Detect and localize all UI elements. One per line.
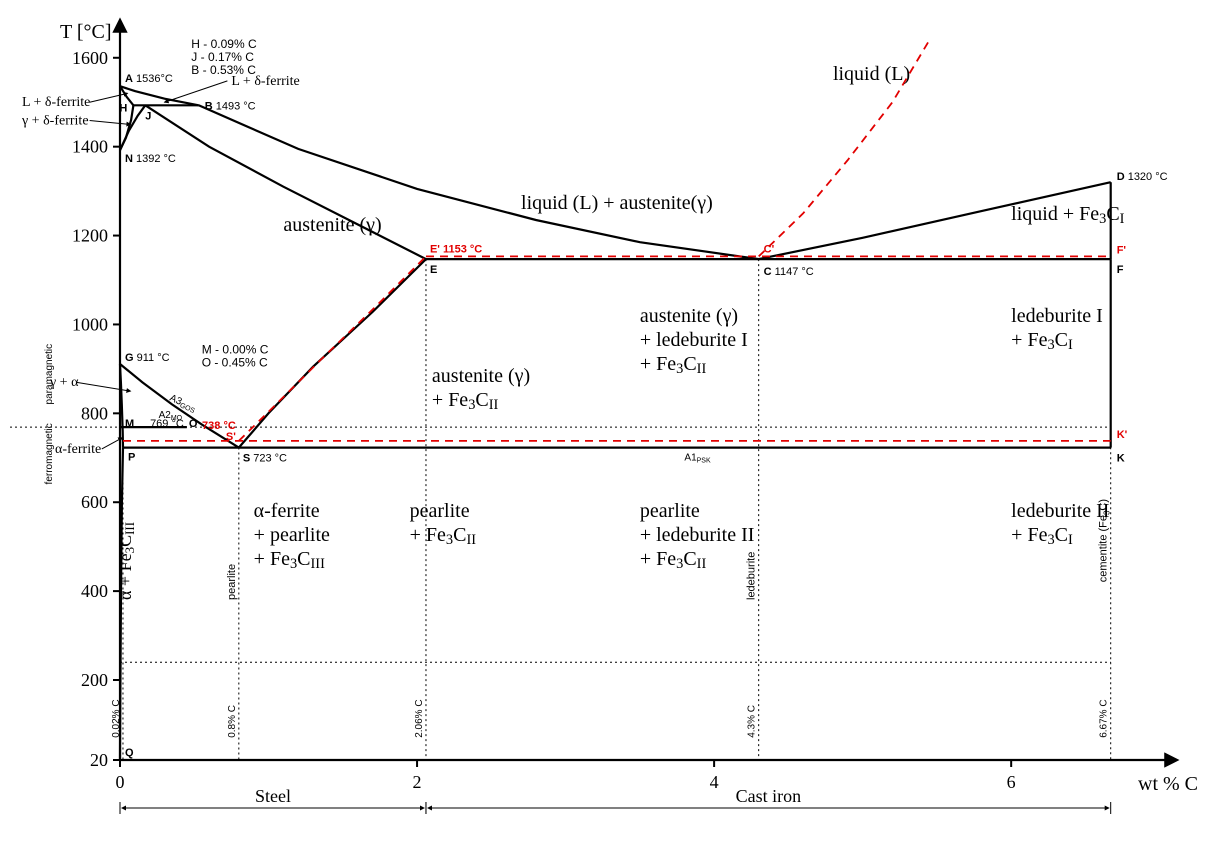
- point-B: B 1493 °C: [205, 100, 256, 112]
- y-tick-label: 1200: [72, 226, 108, 246]
- region-alpha-fe3c3: α + Fe3CIII: [115, 522, 137, 600]
- region-label: + Fe3CII: [432, 389, 499, 413]
- A1-label: A1PSK: [684, 453, 711, 465]
- x-tick-label: 4: [710, 772, 719, 792]
- point-Ep: E' 1153 °C: [430, 243, 482, 255]
- point-G: G 911 °C: [125, 352, 170, 364]
- rotated-label: cementite (Fe3C): [1098, 499, 1112, 582]
- region-label: pearlite: [410, 500, 470, 522]
- region-label: ledeburite I: [1011, 305, 1103, 327]
- point-K: K: [1117, 453, 1125, 465]
- y-axis-label: T [°C]: [60, 21, 112, 43]
- point-S: S 723 °C: [243, 453, 287, 465]
- point-M: M: [125, 418, 134, 430]
- region-label: + ledeburite I: [640, 329, 748, 351]
- point-E: E: [430, 264, 437, 276]
- callout: α-ferrite: [55, 442, 101, 457]
- region-label: pearlite: [640, 500, 700, 522]
- note-hjb: H - 0.09% C: [191, 37, 257, 51]
- region-label: + pearlite: [254, 524, 330, 546]
- region-label: liquid (L): [833, 63, 910, 85]
- svg-text:S': S': [226, 431, 236, 443]
- A2-label: A2MO: [159, 410, 183, 422]
- y-tick-label: 20: [90, 750, 108, 770]
- y-tick-label: 400: [81, 581, 108, 601]
- y-tick-label: 200: [81, 670, 108, 690]
- region-label: + Fe3CII: [640, 548, 707, 572]
- region-label: + Fe3CI: [1011, 524, 1073, 548]
- reference-lines: 0.02% C0.8% C2.06% C4.3% C6.67% Cparamag…: [10, 182, 1111, 760]
- region-label: + Fe3CIII: [254, 548, 325, 572]
- point-J: J: [145, 110, 151, 122]
- point-H: H: [119, 102, 127, 114]
- region-label: liquid (L) + austenite(γ): [521, 192, 713, 214]
- fe-c-phase-diagram: T [°C]wt % C2020040060080010001200140016…: [0, 0, 1212, 844]
- composition-line-label: 2.06% C: [414, 699, 425, 737]
- note-hjb: J - 0.17% C: [191, 50, 254, 64]
- composition-line-label: 0.8% C: [227, 705, 238, 738]
- point-Kp: K': [1117, 429, 1128, 441]
- callout: γ + α: [49, 375, 79, 390]
- y-tick-label: 600: [81, 492, 108, 512]
- composition-line-label: 6.67% C: [1099, 699, 1110, 737]
- note-mo: M - 0.00% C: [202, 342, 269, 356]
- point-Fp: F': [1117, 244, 1127, 256]
- point-C: C 1147 °C: [764, 266, 814, 278]
- composition-line-label: 4.3% C: [747, 705, 758, 738]
- range-label: Steel: [255, 786, 291, 806]
- point-F: F: [1117, 264, 1124, 276]
- phase-boundaries: [120, 86, 1111, 760]
- callout: γ + δ-ferrite: [21, 113, 89, 128]
- point-A: A 1536°C: [125, 73, 173, 85]
- ferromagnetic-label: ferromagnetic: [44, 423, 55, 484]
- svg-text:O: O: [189, 418, 198, 430]
- point-Q: Q: [125, 747, 134, 759]
- x-axis-label: wt % C: [1138, 773, 1198, 795]
- axes: T [°C]wt % C2020040060080010001200140016…: [60, 21, 1198, 795]
- point-N: N 1392 °C: [125, 153, 176, 165]
- region-label: + Fe3CI: [1011, 329, 1073, 353]
- region-label: + ledeburite II: [640, 524, 755, 546]
- x-tick-label: 0: [116, 772, 125, 792]
- y-tick-label: 1000: [72, 314, 108, 334]
- y-tick-label: 1600: [72, 48, 108, 68]
- metastable-boundaries: [123, 40, 1111, 441]
- rotated-label: ledeburite: [746, 552, 758, 600]
- region-label: + Fe3CII: [410, 524, 477, 548]
- point-labels: A 1536°C H J B 1493 °C N 1392 °C D 1320 °C E E'…: [119, 37, 1167, 759]
- region-label: austenite (γ): [432, 365, 530, 387]
- region-label: austenite (γ): [640, 305, 738, 327]
- region-label: ledeburite II: [1011, 500, 1109, 522]
- point-P: P: [128, 452, 135, 464]
- region-label: α-ferrite: [254, 500, 320, 522]
- y-tick-label: 800: [81, 403, 108, 423]
- note-mo: O - 0.45% C: [202, 355, 268, 369]
- range-label: Cast iron: [736, 786, 802, 806]
- region-label: austenite (γ): [283, 214, 381, 236]
- callout: L + δ-ferrite: [231, 74, 299, 89]
- composition-ranges: Steel Cast iron: [120, 786, 1111, 814]
- region-label: liquid + Fe3CI: [1011, 203, 1125, 227]
- point-D: D 1320 °C: [1117, 171, 1168, 183]
- x-tick-label: 6: [1007, 772, 1016, 792]
- region-label: + Fe3CII: [640, 353, 707, 377]
- point-Cp: C': [764, 243, 775, 255]
- paramagnetic-label: paramagnetic: [44, 344, 55, 405]
- y-tick-label: 1400: [72, 137, 108, 157]
- rotated-label: pearlite: [226, 564, 238, 600]
- region-labels: liquid (L) austenite (γ) liquid (L) + aust…: [115, 63, 1125, 600]
- callout: L + δ-ferrite: [22, 95, 90, 110]
- x-tick-label: 2: [413, 772, 422, 792]
